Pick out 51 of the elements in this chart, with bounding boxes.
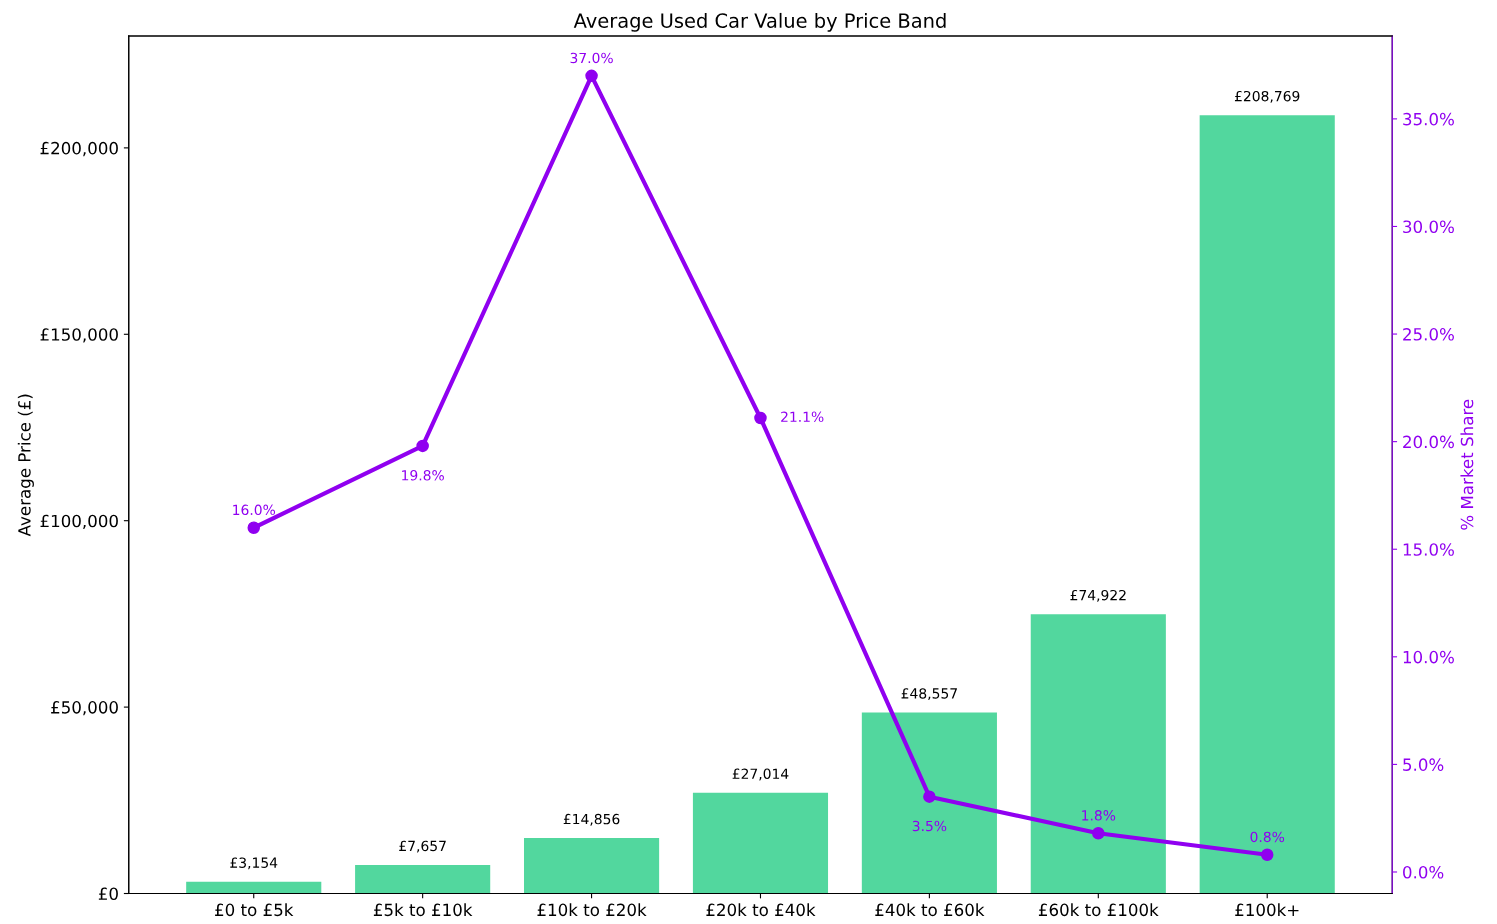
y-tick-label: £100,000 xyxy=(40,514,118,529)
x-tick-label: £100k+ xyxy=(1235,903,1299,917)
point xyxy=(1092,827,1105,840)
point xyxy=(585,69,598,83)
data-label: £48,557 xyxy=(901,688,957,701)
point xyxy=(1260,848,1274,862)
bar xyxy=(1199,115,1335,894)
x-tick-label: £40k to £60k xyxy=(875,903,985,917)
y2-axis-title: % Market Share xyxy=(1460,399,1474,530)
y2-tick-label: 10.0% xyxy=(1403,650,1454,664)
data-label: £7,657 xyxy=(399,840,446,853)
point xyxy=(247,521,260,534)
data-label: 21.1% xyxy=(781,411,824,422)
data-label: 37.0% xyxy=(570,52,613,64)
y2-tick-label: 5.0% xyxy=(1403,758,1444,771)
data-label: £3,154 xyxy=(230,857,278,870)
bar xyxy=(1030,614,1166,894)
y-tick-label: £150,000 xyxy=(40,328,118,343)
y-tick-label: £0 xyxy=(98,887,118,901)
y2-tick-label: 15.0% xyxy=(1403,543,1454,556)
data-label: 19.8% xyxy=(402,470,444,481)
y-axis-title: Average Price (£) xyxy=(17,394,34,537)
x-tick-label: £20k to £40k xyxy=(706,903,816,917)
point xyxy=(923,790,936,803)
y2-tick-label: 25.0% xyxy=(1403,328,1454,341)
x-tick-label: £0 to £5k xyxy=(215,903,294,917)
bar xyxy=(186,881,322,894)
x-tick-label: £60k to £100k xyxy=(1038,903,1159,917)
data-label: 1.8% xyxy=(1082,810,1116,821)
x-tick-label: £10k to £20k xyxy=(537,903,647,917)
y2-tick-label: 0.0% xyxy=(1403,865,1444,879)
y2-tick-label: 20.0% xyxy=(1403,435,1454,449)
data-label: £74,922 xyxy=(1070,589,1126,602)
data-label: £208,769 xyxy=(1234,90,1300,103)
data-label: 3.5% xyxy=(912,820,947,832)
bar xyxy=(861,712,997,894)
bar xyxy=(355,864,491,894)
y-tick-label: £50,000 xyxy=(51,701,118,716)
y2-tick-label: 30.0% xyxy=(1403,220,1454,234)
data-label: 0.8% xyxy=(1250,831,1285,843)
point xyxy=(754,411,767,425)
bar xyxy=(524,838,660,894)
point xyxy=(416,439,429,453)
data-label: 16.0% xyxy=(233,504,276,516)
x-tick-label: £5k to £10k xyxy=(373,903,473,917)
data-label: £14,856 xyxy=(563,813,620,826)
data-label: £27,014 xyxy=(732,768,789,781)
y2-tick-label: 35.0% xyxy=(1403,112,1454,126)
chart-title: Average Used Car Value by Price Band xyxy=(573,12,946,32)
bar xyxy=(692,792,829,894)
y-tick-label: £200,000 xyxy=(40,141,118,157)
